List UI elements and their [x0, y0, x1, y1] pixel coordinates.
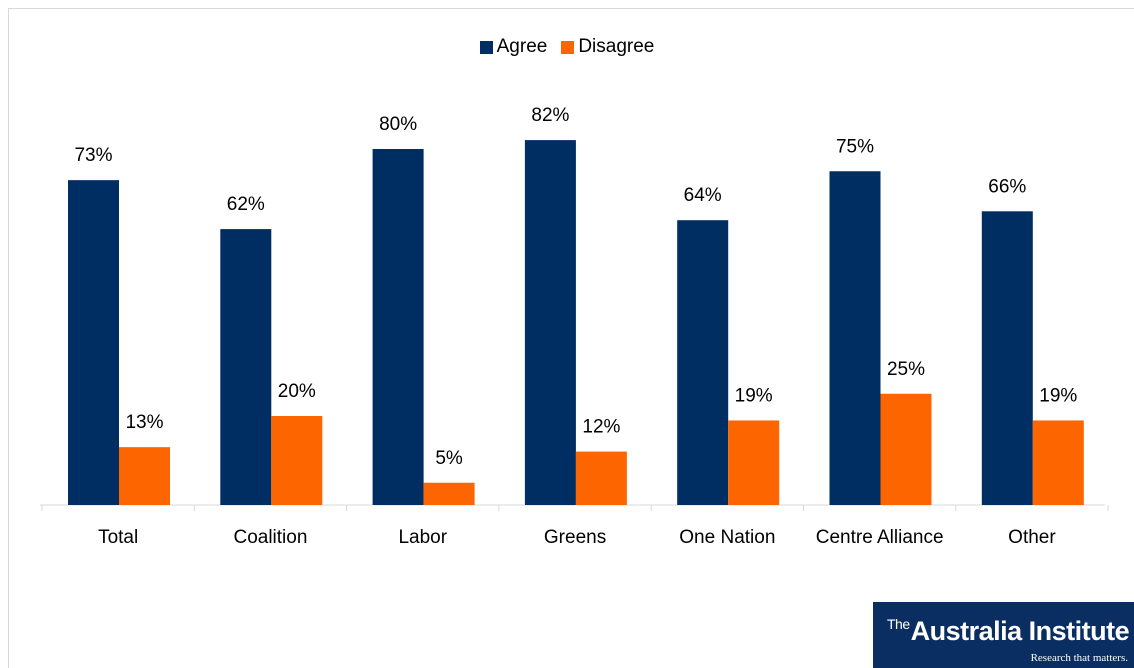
- data-label-agree: 62%: [227, 194, 265, 215]
- category-label: Centre Alliance: [816, 527, 944, 548]
- bar-agree-greens: [524, 140, 576, 505]
- data-label-agree: 73%: [74, 145, 112, 166]
- logo-tagline: Research that matters.: [1030, 652, 1128, 664]
- bar-agree-coalition: [220, 229, 272, 505]
- legend-swatch-agree: [479, 40, 493, 54]
- data-label-agree: 75%: [836, 136, 874, 157]
- logo-wordmark: TheAustralia Institute: [887, 616, 1130, 647]
- logo-the: The: [887, 616, 910, 632]
- legend: Agree Disagree: [0, 36, 1134, 58]
- bar-disagree-coalition: [271, 416, 323, 505]
- bar-agree-one-nation: [677, 220, 729, 505]
- data-label-agree: 82%: [531, 105, 569, 126]
- bar-agree-other: [981, 211, 1033, 506]
- category-label: Total: [98, 527, 138, 548]
- bar-agree-centre-alliance: [829, 171, 881, 505]
- logo-name: Australia Institute: [910, 616, 1130, 646]
- bar-agree-total: [68, 180, 119, 505]
- data-label-disagree: 5%: [435, 448, 463, 469]
- data-label-agree: 64%: [684, 185, 722, 206]
- legend-label-disagree: Disagree: [578, 36, 655, 57]
- chart-frame: [8, 8, 1134, 668]
- category-label: Greens: [544, 527, 606, 548]
- bar-disagree-greens: [575, 451, 627, 505]
- category-label: Labor: [398, 527, 447, 548]
- category-label: Other: [1008, 527, 1056, 548]
- data-label-disagree: 20%: [278, 381, 316, 402]
- legend-label-agree: Agree: [496, 36, 548, 57]
- data-label-agree: 66%: [988, 176, 1026, 197]
- bar-disagree-labor: [423, 482, 475, 505]
- data-label-disagree: 13%: [125, 412, 163, 433]
- legend-item-agree: Agree: [479, 36, 548, 58]
- australia-institute-logo: TheAustralia Institute Research that mat…: [873, 602, 1134, 668]
- legend-swatch-disagree: [561, 40, 575, 54]
- bar-disagree-other: [1032, 420, 1084, 505]
- bar-disagree-centre-alliance: [880, 393, 932, 505]
- data-label-disagree: 19%: [735, 385, 773, 406]
- data-label-disagree: 25%: [887, 359, 925, 380]
- data-label-agree: 80%: [379, 114, 417, 135]
- category-label: One Nation: [679, 527, 775, 548]
- bar-disagree-one-nation: [728, 420, 780, 505]
- bar-disagree-total: [119, 447, 170, 505]
- data-label-disagree: 19%: [1039, 385, 1077, 406]
- bar-agree-labor: [372, 149, 424, 505]
- category-label: Coalition: [233, 527, 307, 548]
- data-label-disagree: 12%: [582, 417, 620, 438]
- legend-item-disagree: Disagree: [561, 36, 654, 58]
